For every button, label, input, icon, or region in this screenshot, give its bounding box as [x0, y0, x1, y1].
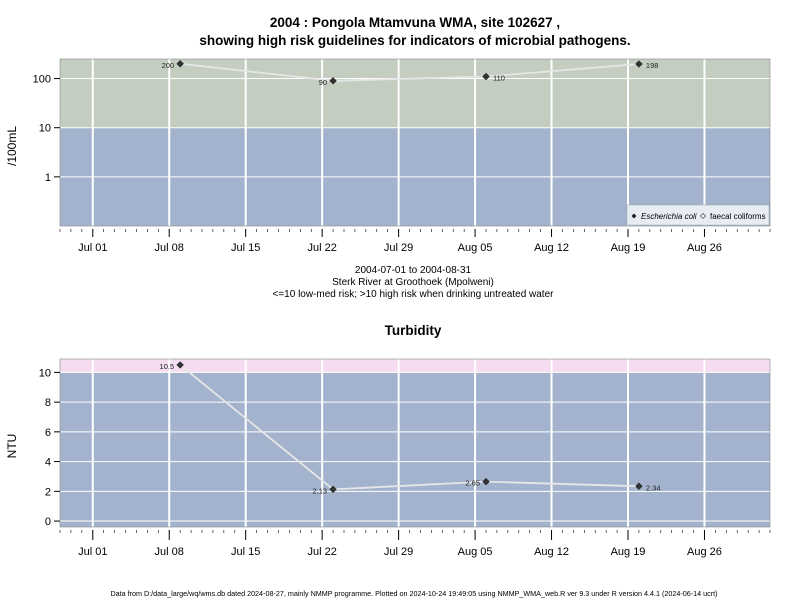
- data-point-diamond: [176, 60, 184, 68]
- x-tick-label: Jul 15: [231, 242, 260, 254]
- plot-frame: [59, 358, 771, 528]
- turbidity-low-band: [60, 372, 770, 527]
- data-point-diamond: [482, 72, 490, 81]
- x-tick-label: Jul 15: [231, 546, 260, 558]
- data-point-diamond: [635, 60, 643, 68]
- data-label: 2.65: [465, 479, 480, 488]
- chart1-title-line2: showing high risk guidelines for indicat…: [199, 33, 630, 48]
- data-point-diamond: [635, 482, 643, 491]
- x-tick-label: Jul 22: [307, 242, 336, 254]
- chart2-title: Turbidity: [385, 323, 442, 338]
- data-label: 198: [646, 61, 659, 70]
- y-tick-label: 10: [39, 123, 51, 135]
- data-point-diamond: [176, 361, 184, 369]
- x-tick-label: Aug 05: [458, 242, 493, 254]
- x-tick-label: Jul 22: [307, 546, 336, 558]
- data-label: 200: [162, 61, 175, 70]
- y-tick-label: 4: [45, 457, 51, 469]
- x-tick-label: Aug 05: [458, 546, 493, 558]
- legend-faecal-label: faecal coliforms: [710, 212, 766, 221]
- y-tick-label: 8: [45, 397, 51, 409]
- x-tick-label: Jul 01: [78, 242, 107, 254]
- data-label: 110: [493, 74, 505, 83]
- data-label: 90: [319, 78, 327, 87]
- data-label: 2.34: [646, 483, 661, 492]
- y-tick-label: 0: [45, 516, 51, 528]
- x-tick-label: Aug 19: [611, 242, 646, 254]
- series-line: [179, 364, 639, 491]
- y-axis-label: NTU: [5, 434, 19, 459]
- chart1-title-line1: 2004 : Pongola Mtamvuna WMA, site 102627…: [270, 15, 560, 30]
- legend-ecoli-label: Escherichia coli: [641, 212, 697, 221]
- y-tick-label: 100: [33, 74, 51, 86]
- chart-legend: Escherichia coli faecal coliforms: [626, 204, 770, 226]
- x-tick-label: Aug 26: [687, 242, 722, 254]
- footer-note: Data from D:/data_large/wq/wms.db dated …: [110, 589, 717, 598]
- y-tick-label: 6: [45, 427, 51, 439]
- x-tick-label: Jul 29: [384, 242, 413, 254]
- x-tick-label: Jul 08: [155, 242, 184, 254]
- x-tick-label: Jul 29: [384, 546, 413, 558]
- data-point-diamond: [482, 477, 490, 486]
- x-tick-label: Aug 12: [534, 546, 569, 558]
- turbidity-high-band: [60, 359, 770, 373]
- y-axis-label: /100mL: [5, 126, 19, 166]
- y-tick-label: 1: [45, 172, 51, 184]
- x-tick-label: Aug 19: [611, 546, 646, 558]
- data-label: 10.5: [160, 362, 175, 371]
- chart1-caption-risk: <=10 low-med risk; >10 high risk when dr…: [273, 289, 555, 300]
- data-point-diamond: [329, 77, 337, 85]
- y-tick-label: 10: [39, 367, 51, 379]
- high-risk-band: [60, 59, 770, 128]
- legend-ecoli-marker: [631, 213, 637, 219]
- legend-faecal-marker: [700, 213, 706, 219]
- y-tick-label: 2: [45, 486, 51, 498]
- chart1-caption-site: Sterk River at Groothoek (Mpolweni): [332, 277, 494, 288]
- legend-box: [626, 204, 770, 226]
- series-line: [180, 62, 639, 82]
- x-tick-label: Aug 26: [687, 546, 722, 558]
- x-tick-label: Jul 01: [78, 546, 107, 558]
- x-tick-label: Jul 08: [155, 546, 184, 558]
- data-label: 2.13: [312, 486, 327, 495]
- chart1-caption-date-range: 2004-07-01 to 2004-08-31: [355, 265, 472, 276]
- data-point-diamond: [329, 485, 337, 494]
- plot-frame: [59, 58, 771, 227]
- turbidity-plot-panel: 0 2 4 6 8 10 NTU Jul 01 Jul 08 Jul 15 Jul 22 Jul 29…: [5, 358, 771, 558]
- x-tick-label: Aug 12: [534, 242, 569, 254]
